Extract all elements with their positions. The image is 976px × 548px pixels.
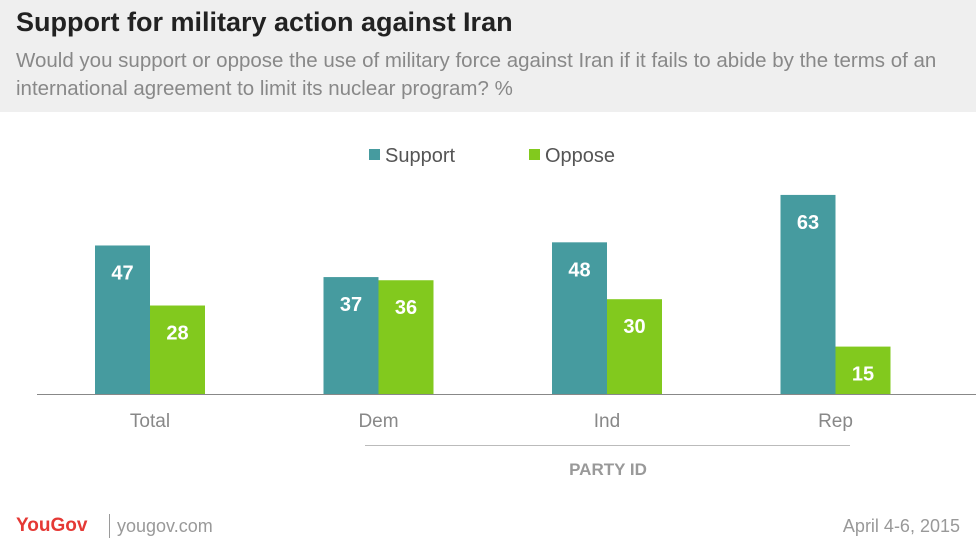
legend-label-support: Support bbox=[385, 145, 455, 167]
category-label-dem: Dem bbox=[358, 411, 398, 432]
bar-chart: Support Oppose 47 28 Total 37 36 Dem 48 30 Ind 63 15… bbox=[37, 145, 976, 479]
data-label-support-rep: 63 bbox=[797, 212, 819, 234]
category-label-ind: Ind bbox=[594, 411, 620, 432]
bar-support-total bbox=[95, 245, 150, 394]
header-band: Support for military action against Iran… bbox=[0, 0, 976, 112]
data-label-oppose-total: 28 bbox=[166, 323, 188, 345]
data-label-support-ind: 48 bbox=[568, 259, 590, 281]
bar-support-ind bbox=[552, 242, 607, 394]
footer-divider bbox=[109, 514, 110, 538]
category-label-total: Total bbox=[130, 411, 170, 432]
bar-oppose-rep bbox=[835, 346, 891, 394]
bar-oppose-dem bbox=[378, 280, 434, 394]
legend-swatch-oppose bbox=[529, 149, 540, 160]
group-label-party-id: PARTY ID bbox=[569, 460, 647, 479]
data-label-support-dem: 37 bbox=[340, 294, 362, 316]
data-label-oppose-ind: 30 bbox=[623, 316, 645, 338]
chart-subtitle: Would you support or oppose the use of m… bbox=[16, 49, 937, 100]
chart-title: Support for military action against Iran bbox=[16, 7, 513, 37]
data-label-oppose-rep: 15 bbox=[852, 364, 874, 386]
data-label-support-total: 47 bbox=[111, 262, 133, 284]
bar-oppose-total bbox=[150, 305, 205, 394]
legend-label-oppose: Oppose bbox=[545, 145, 615, 167]
legend-swatch-support bbox=[369, 149, 380, 160]
yougov-logo: YouGov bbox=[16, 515, 88, 536]
footer-url: yougov.com bbox=[117, 516, 213, 536]
bar-support-rep bbox=[780, 194, 836, 394]
survey-date: April 4-6, 2015 bbox=[842, 516, 960, 536]
data-label-oppose-dem: 36 bbox=[395, 297, 417, 319]
category-label-rep: Rep bbox=[818, 411, 853, 432]
bar-support-dem bbox=[323, 277, 379, 394]
bar-oppose-ind bbox=[607, 299, 662, 394]
